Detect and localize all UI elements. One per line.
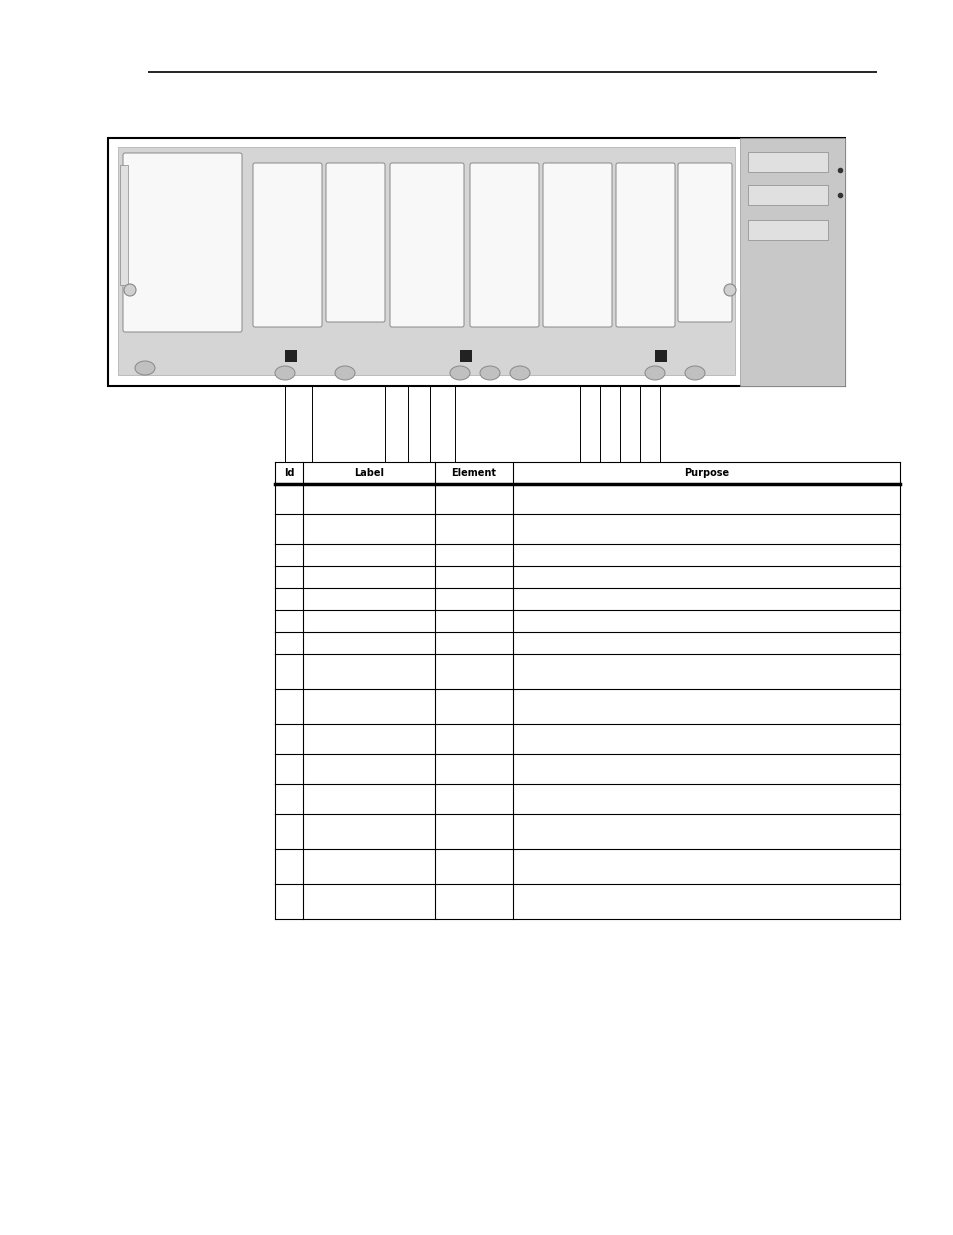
Bar bbox=[459, 350, 472, 362]
Ellipse shape bbox=[450, 366, 470, 380]
FancyBboxPatch shape bbox=[470, 163, 538, 327]
Bar bbox=[120, 165, 128, 285]
Bar bbox=[740, 138, 844, 387]
Text: Element: Element bbox=[451, 468, 496, 478]
Ellipse shape bbox=[644, 366, 664, 380]
Ellipse shape bbox=[135, 361, 154, 375]
Circle shape bbox=[124, 284, 136, 296]
Ellipse shape bbox=[510, 366, 530, 380]
Circle shape bbox=[723, 284, 735, 296]
Bar bbox=[285, 350, 296, 362]
Bar bbox=[747, 185, 827, 205]
Ellipse shape bbox=[479, 366, 499, 380]
FancyBboxPatch shape bbox=[390, 163, 463, 327]
Text: Label: Label bbox=[354, 468, 384, 478]
FancyBboxPatch shape bbox=[616, 163, 675, 327]
Bar bbox=[655, 350, 666, 362]
Ellipse shape bbox=[684, 366, 704, 380]
Ellipse shape bbox=[335, 366, 355, 380]
Bar bbox=[747, 152, 827, 172]
Bar bbox=[108, 138, 844, 387]
Text: Id: Id bbox=[283, 468, 294, 478]
Text: Purpose: Purpose bbox=[683, 468, 728, 478]
FancyBboxPatch shape bbox=[678, 163, 731, 322]
FancyBboxPatch shape bbox=[123, 153, 242, 332]
FancyBboxPatch shape bbox=[542, 163, 612, 327]
Bar bbox=[747, 220, 827, 240]
Bar bbox=[118, 147, 734, 375]
FancyBboxPatch shape bbox=[326, 163, 385, 322]
FancyBboxPatch shape bbox=[253, 163, 322, 327]
Ellipse shape bbox=[274, 366, 294, 380]
